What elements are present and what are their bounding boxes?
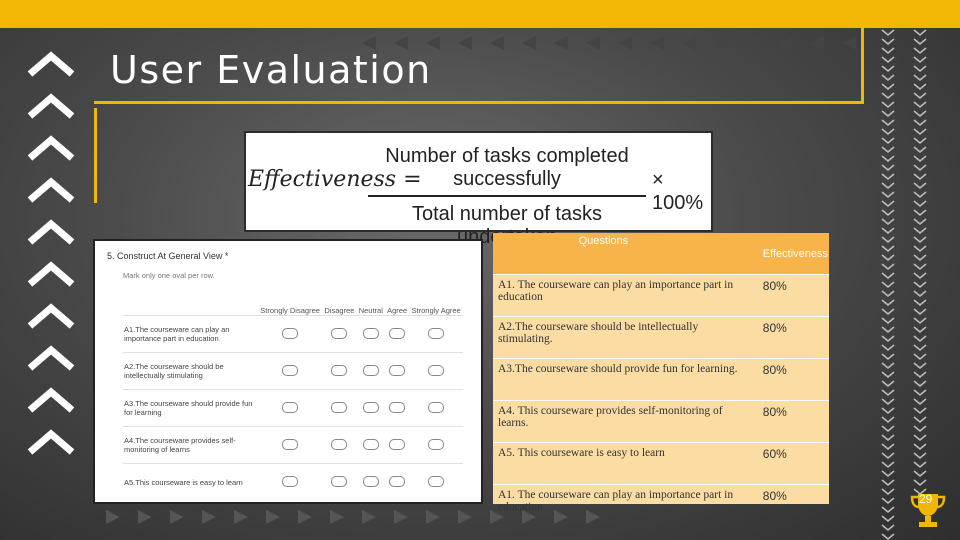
header-questions: Questions bbox=[493, 233, 753, 275]
radio-option[interactable] bbox=[282, 327, 299, 339]
value-cell: 60% bbox=[752, 442, 829, 485]
chevron-up-icon bbox=[27, 387, 75, 413]
chevron-up-icon bbox=[27, 219, 75, 245]
question-cell: A4. This courseware provides self-monito… bbox=[493, 400, 753, 443]
form-row: A1.The courseware can play an importance… bbox=[123, 315, 463, 353]
effectiveness-formula: Effectiveness = Number of tasks complete… bbox=[244, 131, 713, 248]
left-chevron-decor bbox=[26, 50, 82, 470]
radio-option[interactable] bbox=[331, 401, 348, 413]
radio-option[interactable] bbox=[331, 327, 348, 339]
formula-lhs: Effectiveness = bbox=[248, 167, 422, 192]
chevron-up-icon bbox=[27, 93, 75, 119]
question-cell: A2.The courseware should be intellectual… bbox=[493, 316, 753, 359]
form-row: A2.The courseware should be intellectual… bbox=[123, 352, 463, 390]
question-cell: A3.The courseware should provide fun for… bbox=[493, 358, 753, 401]
radio-option[interactable] bbox=[362, 475, 379, 487]
chevron-up-icon bbox=[27, 429, 75, 455]
top-accent-bar bbox=[0, 0, 960, 28]
question-cell: A1. The courseware can play an importanc… bbox=[493, 484, 753, 526]
formula-numerator: Number of tasks completed successfully bbox=[385, 145, 629, 190]
form-row: A5.This courseware is easy to learn bbox=[123, 463, 463, 500]
radio-option[interactable] bbox=[362, 401, 379, 413]
value-cell: 80% bbox=[752, 274, 829, 317]
effectiveness-table: Questions Effectiveness A1. The coursewa… bbox=[493, 233, 829, 526]
chevron-up-icon bbox=[27, 303, 75, 329]
title-frame bbox=[94, 28, 864, 104]
left-accent-rule bbox=[94, 108, 97, 203]
value-cell: 80% bbox=[752, 316, 829, 359]
radio-option[interactable] bbox=[282, 364, 299, 376]
radio-option[interactable] bbox=[389, 438, 406, 450]
form-row-label: A4.The courseware provides self-monitori… bbox=[123, 426, 258, 464]
trophy-icon bbox=[910, 494, 946, 527]
form-row-label: A1.The courseware can play an importance… bbox=[123, 315, 258, 353]
table-row: A1. The courseware can play an importanc… bbox=[493, 484, 829, 526]
scale-label: Strongly Disagree bbox=[260, 306, 320, 315]
table-row: A1. The courseware can play an importanc… bbox=[493, 274, 829, 317]
page-number: 29 bbox=[919, 492, 933, 506]
form-row-label: A3.The courseware should provide fun for… bbox=[123, 389, 258, 427]
chevron-up-icon bbox=[27, 177, 75, 203]
radio-option[interactable] bbox=[389, 401, 406, 413]
header-effectiveness: Effectiveness bbox=[752, 233, 829, 275]
radio-option[interactable] bbox=[428, 401, 445, 413]
table-row: A2.The courseware should be intellectual… bbox=[493, 316, 829, 359]
scale-label: Agree bbox=[387, 306, 408, 315]
scale-label: Disagree bbox=[324, 306, 355, 315]
radio-option[interactable] bbox=[428, 438, 445, 450]
chevron-up-icon bbox=[27, 261, 75, 287]
table-row: A4. This courseware provides self-monito… bbox=[493, 400, 829, 443]
value-cell: 80% bbox=[752, 400, 829, 443]
question-cell: A1. The courseware can play an importanc… bbox=[493, 274, 753, 317]
table-row: A5. This courseware is easy to learn 60% bbox=[493, 442, 829, 485]
radio-option[interactable] bbox=[362, 438, 379, 450]
top-arrow-decor bbox=[362, 36, 856, 50]
radio-option[interactable] bbox=[389, 327, 406, 339]
form-question: 5. Construct At General View * bbox=[107, 251, 229, 261]
radio-option[interactable] bbox=[282, 401, 299, 413]
scale-label: Neutral bbox=[358, 306, 383, 315]
form-row-label: A2.The courseware should be intellectual… bbox=[123, 352, 258, 390]
formula-multiplier: × 100% bbox=[652, 169, 704, 214]
chevron-up-icon bbox=[27, 51, 75, 77]
page-title: User Evaluation bbox=[110, 48, 432, 92]
form-row: A4.The courseware provides self-monitori… bbox=[123, 426, 463, 464]
radio-option[interactable] bbox=[389, 364, 406, 376]
radio-option[interactable] bbox=[282, 475, 299, 487]
radio-option[interactable] bbox=[428, 327, 445, 339]
scale-label: Strongly Agree bbox=[411, 306, 461, 315]
form-grid: Strongly Disagree Disagree Neutral Agree… bbox=[123, 287, 463, 500]
form-hint: Mark only one oval per row. bbox=[123, 271, 215, 280]
chevron-up-icon bbox=[27, 345, 75, 371]
radio-option[interactable] bbox=[389, 475, 406, 487]
right-chevron-decor bbox=[880, 28, 896, 540]
question-cell: A5. This courseware is easy to learn bbox=[493, 442, 753, 485]
value-cell: 80% bbox=[752, 484, 829, 526]
radio-option[interactable] bbox=[362, 364, 379, 376]
table-row: A3.The courseware should provide fun for… bbox=[493, 358, 829, 401]
chevron-up-icon bbox=[27, 135, 75, 161]
radio-option[interactable] bbox=[331, 475, 348, 487]
radio-option[interactable] bbox=[428, 475, 445, 487]
radio-option[interactable] bbox=[428, 364, 445, 376]
radio-option[interactable] bbox=[331, 438, 348, 450]
value-cell: 80% bbox=[752, 358, 829, 401]
radio-option[interactable] bbox=[362, 327, 379, 339]
right-chevron-decor-2 bbox=[912, 28, 928, 498]
survey-form-screenshot: 5. Construct At General View * Mark only… bbox=[93, 239, 483, 504]
radio-option[interactable] bbox=[282, 438, 299, 450]
form-row-label: A5.This courseware is easy to learn bbox=[123, 463, 258, 500]
radio-option[interactable] bbox=[331, 364, 348, 376]
fraction-bar bbox=[368, 195, 646, 197]
form-row: A3.The courseware should provide fun for… bbox=[123, 389, 463, 427]
